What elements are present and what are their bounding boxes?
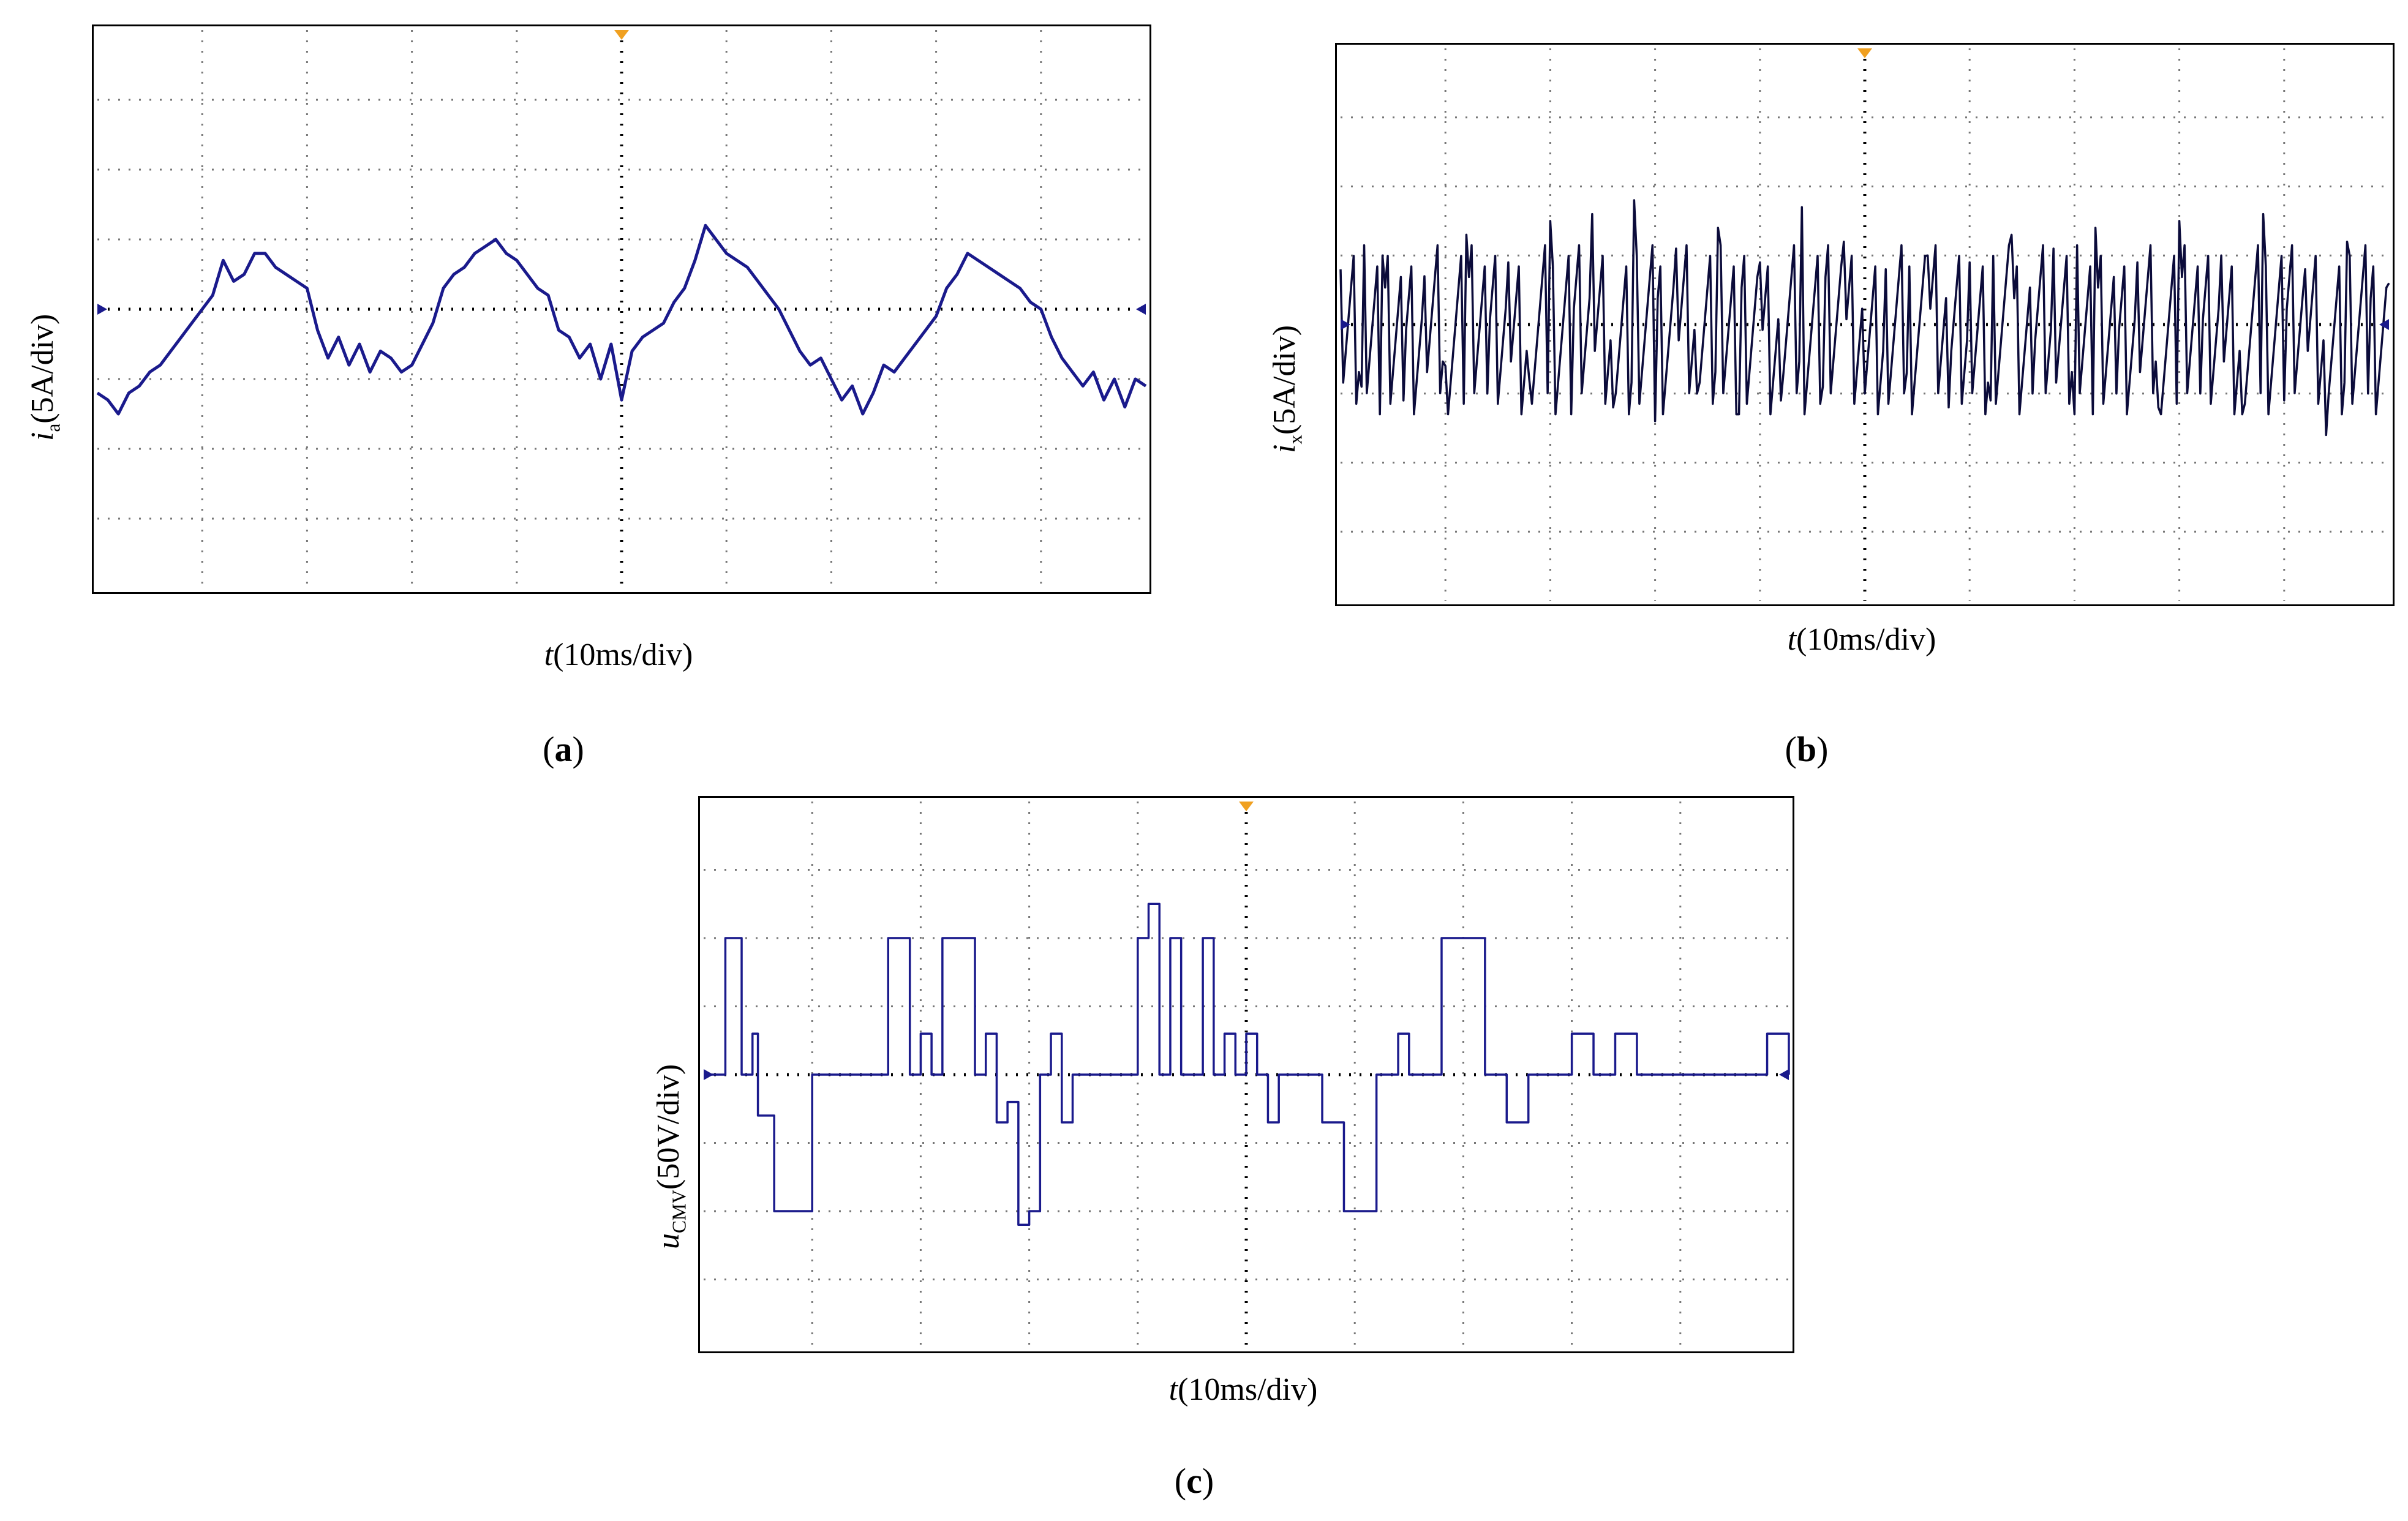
caption-a: (a) xyxy=(543,729,584,769)
scope-screen-c xyxy=(698,796,1794,1353)
x-axis-label-b: t(10ms/div) xyxy=(1787,622,1936,657)
caption-b: (b) xyxy=(1785,729,1829,769)
ground-marker-icon-b xyxy=(1341,319,1350,330)
chart-c-svg xyxy=(704,802,1790,1348)
trace-a-series-0 xyxy=(96,223,1147,416)
scope-screen-a xyxy=(92,24,1151,594)
trace-b-series-0 xyxy=(1339,199,2390,437)
grid-a xyxy=(97,30,1146,588)
level-marker-icon-b xyxy=(2379,319,2389,330)
scope-screen-b xyxy=(1335,43,2395,606)
level-marker-icon-a xyxy=(1136,304,1146,315)
trigger-marker-icon-c xyxy=(1239,802,1254,811)
chart-b-svg xyxy=(1339,48,2390,601)
chart-a-svg xyxy=(96,30,1147,588)
trace-c-series-0 xyxy=(704,903,1790,1226)
y-axis-label-a: ia(5A/div) xyxy=(25,314,64,441)
level-marker-icon-c xyxy=(1779,1069,1789,1080)
trigger-marker-icon-a xyxy=(614,30,629,40)
y-axis-label-b: ix(5A/div) xyxy=(1267,325,1306,453)
trigger-marker-icon-b xyxy=(1857,48,1872,58)
x-axis-label-c: t(10ms/div) xyxy=(1168,1372,1318,1407)
ground-marker-icon-c xyxy=(704,1069,713,1080)
x-axis-label-a: t(10ms/div) xyxy=(544,637,693,672)
caption-c: (c) xyxy=(1174,1461,1214,1501)
ground-marker-icon-a xyxy=(97,304,107,315)
y-axis-label-c: uCMV(50V/div) xyxy=(651,1064,690,1249)
